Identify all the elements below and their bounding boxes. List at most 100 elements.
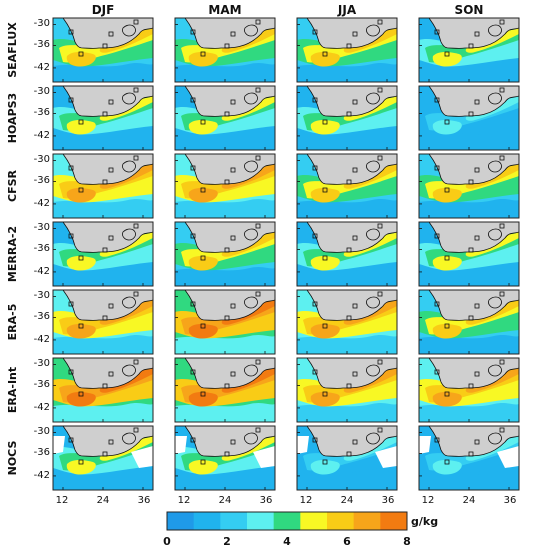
station-marker	[474, 31, 480, 37]
ocean-field	[188, 324, 218, 339]
land-mass	[184, 290, 275, 321]
station-marker	[474, 235, 480, 241]
station-marker	[68, 165, 74, 171]
ocean-field	[175, 335, 275, 354]
map-panel-nocs-son	[418, 425, 520, 491]
country-border	[122, 432, 136, 445]
station-marker	[346, 247, 352, 253]
station-marker	[377, 291, 383, 297]
column-title-djf: DJF	[92, 3, 115, 17]
station-marker	[312, 233, 318, 239]
row-title-era5: ERA-5	[6, 304, 19, 341]
ocean-field	[188, 120, 218, 135]
land-mass	[428, 358, 519, 389]
ocean-field	[310, 188, 340, 203]
x-tick-label: 36	[138, 495, 151, 506]
land-mass	[306, 290, 397, 321]
ocean-field	[310, 256, 340, 271]
station-marker	[78, 323, 84, 329]
station-marker	[102, 247, 108, 253]
station-marker	[468, 383, 474, 389]
station-marker	[224, 43, 230, 49]
station-marker	[255, 291, 261, 297]
station-marker	[434, 301, 440, 307]
country-border	[366, 228, 380, 241]
station-marker	[352, 167, 358, 173]
station-marker	[200, 51, 206, 57]
station-marker	[346, 111, 352, 117]
ocean-field	[432, 52, 462, 67]
x-tick-label: 24	[463, 495, 476, 506]
land-mass	[428, 18, 519, 49]
y-tick-label: -30	[34, 222, 50, 233]
station-marker	[322, 255, 328, 261]
y-tick-label: -42	[34, 470, 50, 481]
ocean-field	[310, 460, 340, 475]
ocean-field	[297, 471, 397, 490]
ocean-field	[297, 335, 397, 354]
station-marker	[224, 111, 230, 117]
station-marker	[474, 303, 480, 309]
colorbar-tick-label: 8	[403, 535, 411, 548]
country-border	[244, 228, 258, 241]
ocean-field	[53, 199, 153, 218]
land-mass	[62, 18, 153, 49]
panel-frame	[296, 357, 398, 423]
station-marker	[434, 369, 440, 375]
y-tick-label: -36	[34, 379, 50, 390]
station-marker	[499, 223, 505, 229]
station-marker	[346, 179, 352, 185]
colorbar-cell	[327, 512, 355, 530]
station-marker	[200, 187, 206, 193]
map-panel-era-5-son	[418, 289, 520, 355]
panel-frame	[52, 153, 154, 219]
station-marker	[108, 303, 114, 309]
station-marker	[68, 97, 74, 103]
x-tick-labels: 12 24 36 12 24 36 12 24 36 12 24 36	[56, 495, 517, 506]
map-panel-merra-2-mam	[174, 221, 276, 287]
x-tick-label: 36	[504, 495, 517, 506]
ocean-field	[432, 324, 462, 339]
land-mass	[184, 358, 275, 389]
station-marker	[499, 291, 505, 297]
country-border	[122, 228, 136, 241]
station-marker	[133, 155, 139, 161]
station-marker	[102, 451, 108, 457]
ocean-field	[297, 131, 397, 150]
station-marker	[200, 119, 206, 125]
map-panel-seaflux-mam	[174, 17, 276, 83]
row-title-seaflux: SEAFLUX	[6, 22, 19, 78]
map-panel-era-int-mam	[174, 357, 276, 423]
station-marker	[133, 291, 139, 297]
station-marker	[255, 19, 261, 25]
panel-frame	[52, 85, 154, 151]
station-marker	[352, 439, 358, 445]
map-panel-nocs-mam	[174, 425, 276, 491]
country-border	[122, 364, 136, 377]
land-mass	[306, 426, 397, 457]
country-border	[366, 364, 380, 377]
station-marker	[346, 315, 352, 321]
country-border	[366, 160, 380, 173]
map-panel-hoaps3-son	[418, 85, 520, 151]
panel-frame	[296, 289, 398, 355]
y-tick-labels: -30 -36 -42 -30 -36 -42 -30 -36 -42 -30 …	[34, 18, 50, 481]
ocean-field	[53, 267, 153, 286]
land-mass	[306, 154, 397, 185]
y-tick-label: -36	[34, 175, 50, 186]
station-marker	[322, 459, 328, 465]
y-tick-label: -42	[34, 334, 50, 345]
station-marker	[434, 233, 440, 239]
y-tick-label: -36	[34, 39, 50, 50]
panel-frame	[418, 221, 520, 287]
panel-frame	[52, 425, 154, 491]
station-marker	[352, 235, 358, 241]
y-tick-label: -36	[34, 243, 50, 254]
station-marker	[190, 437, 196, 443]
x-tick-label: 24	[341, 495, 354, 506]
panel-frame	[418, 153, 520, 219]
station-marker	[133, 87, 139, 93]
station-marker	[468, 111, 474, 117]
station-marker	[444, 119, 450, 125]
station-marker	[434, 437, 440, 443]
